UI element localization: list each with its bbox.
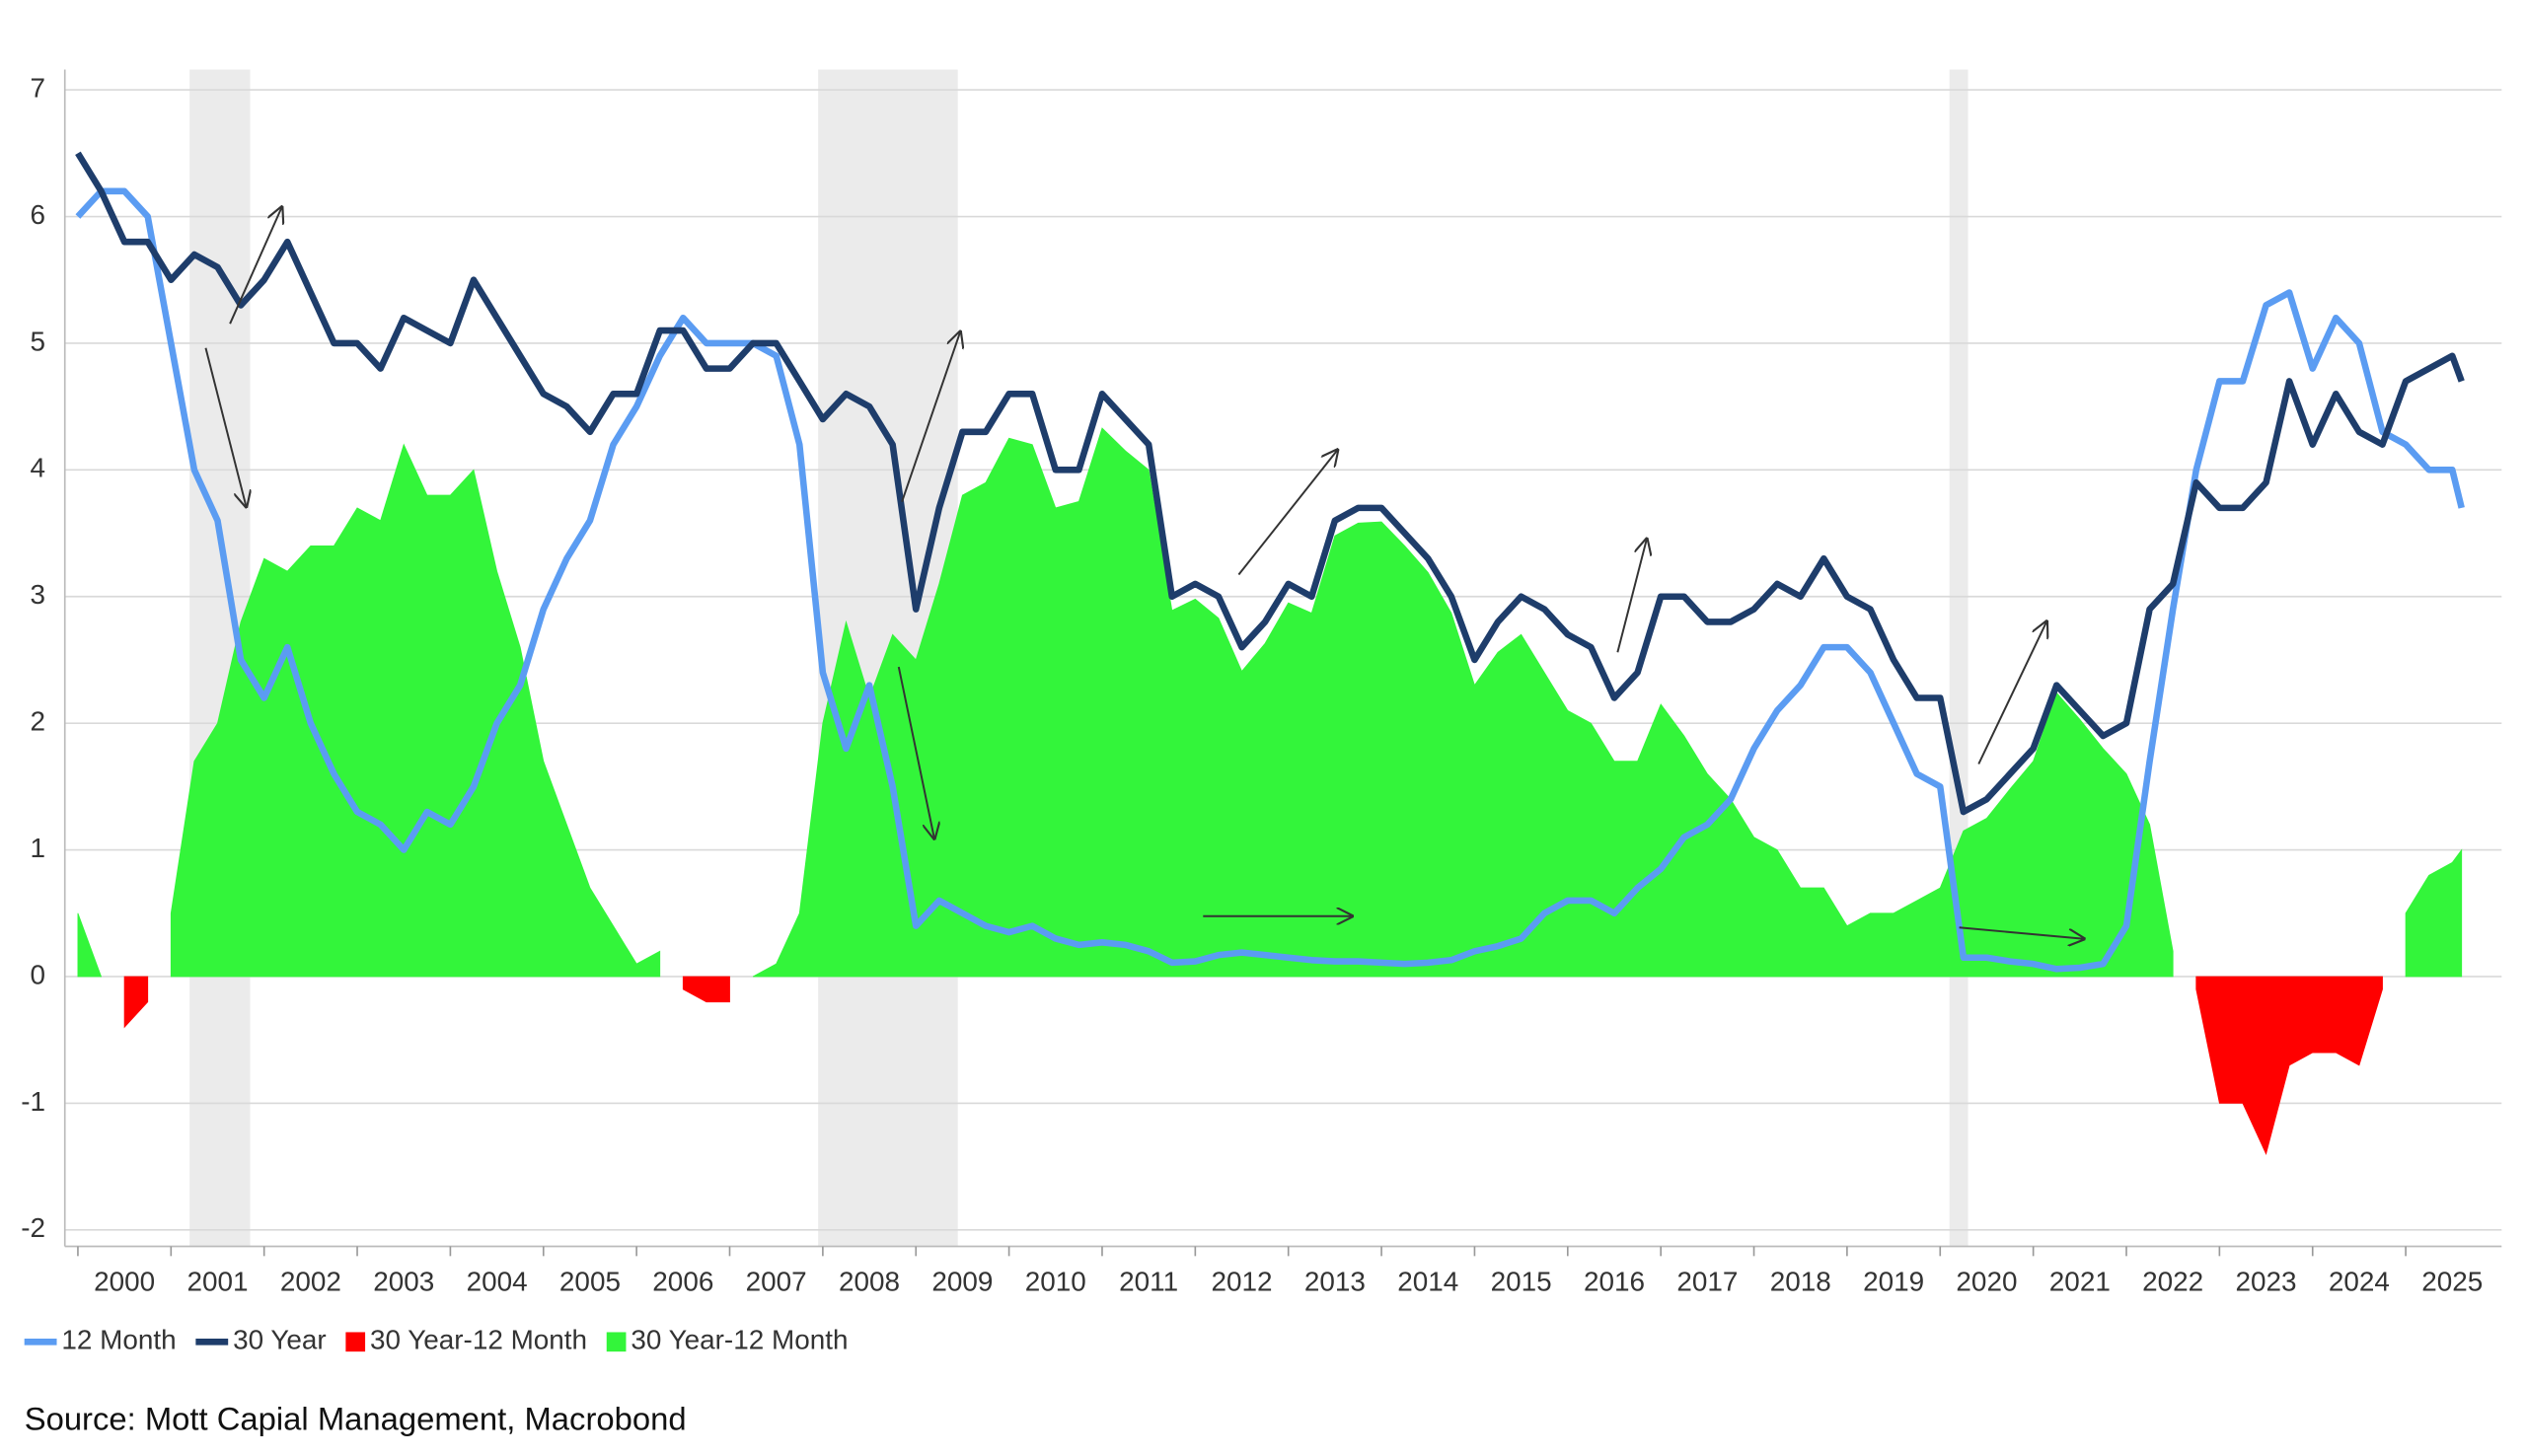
spread-area: [2405, 848, 2463, 978]
x-tick-label: 2007: [746, 1267, 807, 1297]
spread-area: [77, 912, 103, 978]
yield-line: [75, 187, 2465, 973]
x-tick-label: 2008: [839, 1267, 900, 1297]
plot: -2 -1 0 1 2 3 4 5 6 7 2000 2001 2002 2003 2004 2005 2006…: [21, 69, 2502, 1355]
x-tick-label: 2013: [1304, 1267, 1366, 1297]
x-tick-label: 2020: [1956, 1267, 2017, 1297]
arrow: [897, 666, 934, 838]
y-tick-label: -2: [21, 1212, 45, 1243]
recession-band: [1949, 69, 1969, 1247]
y-tick-label: 0: [31, 959, 46, 989]
y-tick-label: 4: [31, 453, 46, 483]
spread-area: [170, 443, 661, 978]
spread-area: [682, 976, 730, 1003]
x-tick-label: 2005: [559, 1267, 621, 1297]
annotation-arrows: [204, 207, 2084, 939]
spread-area: [2195, 976, 2383, 1155]
y-tick-label: 1: [31, 833, 46, 863]
x-tick-label: 2019: [1863, 1267, 1924, 1297]
legend-swatch: [606, 1332, 627, 1352]
y-tick-label: 7: [31, 72, 46, 103]
arrow: [1959, 926, 2084, 938]
x-tick-label: 2018: [1770, 1267, 1831, 1297]
x-tick-label: 2012: [1212, 1267, 1273, 1297]
x-tick-label: 2010: [1025, 1267, 1086, 1297]
x-tick-label: 2021: [2049, 1267, 2111, 1297]
x-tick-label: 2017: [1676, 1267, 1738, 1297]
x-tick-label: 2011: [1119, 1267, 1178, 1297]
legend-label: 30 Year-12 Month: [631, 1325, 848, 1355]
x-tick-label: 2015: [1491, 1267, 1552, 1297]
arrow: [1977, 621, 2046, 764]
x-tick-label: 2022: [2142, 1267, 2203, 1297]
legend: 12 Month 30 Year 30 Year-12 Month 30 Year-1…: [24, 1325, 848, 1355]
source-note: Source: Mott Capial Management, Macrobon…: [25, 1400, 687, 1436]
areas: [77, 427, 2463, 1155]
spread-area: [752, 427, 2174, 978]
legend-label: 12 Month: [61, 1325, 176, 1355]
x-tick-label: 2016: [1584, 1267, 1645, 1297]
x-tick-label: 2002: [280, 1267, 341, 1297]
x-tick-label: 2003: [373, 1267, 434, 1297]
arrow: [229, 207, 282, 325]
x-tick-label: 2014: [1397, 1267, 1458, 1297]
x-tick-label: 2000: [94, 1267, 155, 1297]
x-tick-label: 2023: [2236, 1267, 2297, 1297]
yield-line: [75, 151, 2465, 816]
y-tick-label: 5: [31, 326, 46, 356]
axes: -2 -1 0 1 2 3 4 5 6 7 2000 2001 2002 2003 2004 2005 2006…: [21, 69, 2502, 1297]
y-tick-label: -1: [21, 1086, 45, 1117]
y-tick-label: 6: [31, 199, 46, 230]
x-tick-label: 2006: [652, 1267, 713, 1297]
x-tick-label: 2009: [931, 1267, 993, 1297]
y-tick-label: 2: [31, 706, 46, 737]
arrow: [204, 347, 246, 507]
arrow: [1616, 539, 1647, 653]
legend-label: 30 Year: [233, 1325, 327, 1355]
x-tick-label: 2024: [2329, 1267, 2390, 1297]
arrow: [1237, 450, 1337, 576]
arrow: [901, 331, 960, 503]
y-tick-label: 3: [31, 579, 46, 610]
x-tick-label: 2001: [186, 1267, 248, 1297]
legend-label: 30 Year-12 Month: [370, 1325, 587, 1355]
x-tick-label: 2004: [467, 1267, 528, 1297]
lines: [75, 151, 2465, 973]
legend-swatch: [345, 1332, 366, 1352]
x-tick-label: 2025: [2421, 1267, 2483, 1297]
spread-area: [123, 976, 149, 1029]
